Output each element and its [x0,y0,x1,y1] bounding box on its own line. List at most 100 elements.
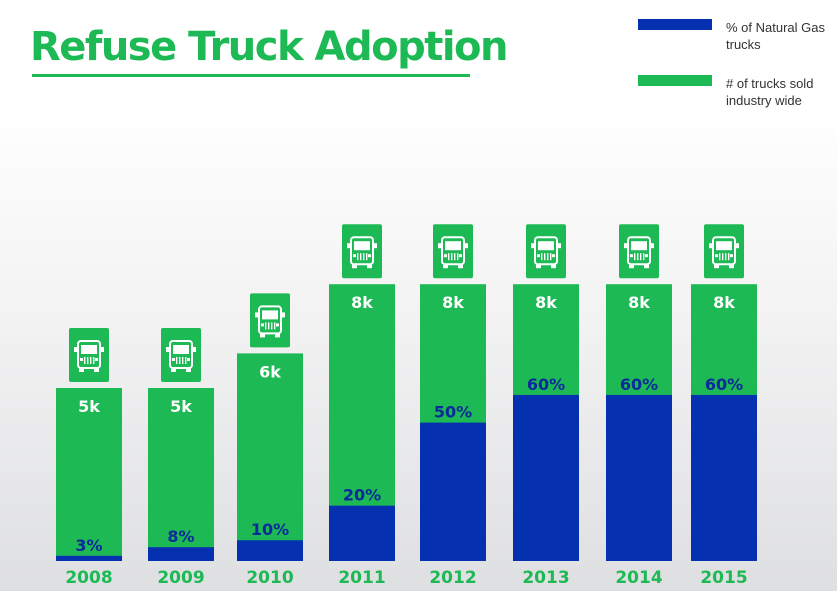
truck-icon-mirror-left-2013 [531,243,534,249]
truck-icon-box-2015 [704,224,744,279]
x-tick-label-2015: 2015 [700,568,747,588]
truck-icon-mirror-right-2011 [374,243,377,249]
truck-icon-mirror-left-2009 [166,347,169,352]
label-trucks-sold-2009: 5k [170,397,192,416]
garbage-truck-icon [161,328,201,382]
bar-natural-gas-2009 [148,547,214,561]
truck-icon-mirror-right-2015 [736,243,739,249]
truck-icon-grille-2009-2 [182,357,184,364]
truck-icon-grille-2009-1 [179,357,181,364]
truck-icon-wheel-right-2009 [186,368,191,372]
bar-natural-gas-2014 [606,394,672,561]
truck-icon-cab-2015 [712,236,736,266]
truck-icon-grille-2011-2 [363,253,365,261]
truck-icon-mirror-left-2012 [438,243,441,249]
x-tick-label-2008: 2008 [65,568,112,588]
bar-natural-gas-2012 [420,422,486,561]
truck-icon-cab-2008 [77,340,101,369]
truck-icon-grille-2014-2 [640,253,642,261]
label-natural-gas-2009: 8% [167,527,194,546]
truck-icon-wheel-left-2011 [352,264,357,269]
truck-icon-light-right-2009 [187,358,190,361]
label-trucks-sold-2010: 6k [259,362,281,381]
truck-icon-grille-2012-1 [451,253,453,261]
truck-icon-light-right-2012 [459,254,462,258]
truck-icon-windshield-2010 [262,310,278,320]
truck-icon-grille-2011-0 [357,253,359,261]
truck-icon-cab-2012 [441,236,465,266]
truck-icon-grille-2012-2 [454,253,456,261]
label-natural-gas-2013: 60% [527,375,565,394]
truck-icon-grille-2011-3 [366,253,368,261]
truck-icon-box-2010 [250,293,290,348]
truck-icon-light-right-2008 [95,358,98,361]
truck-icon-grille-2014-0 [634,253,636,261]
x-tick-label-2014: 2014 [615,568,662,588]
bar-natural-gas-2015 [691,394,757,561]
label-natural-gas-2012: 50% [434,403,472,422]
truck-icon-windshield-2011 [354,241,370,251]
garbage-truck-icon [619,224,659,279]
truck-icon-wheel-right-2012 [458,264,463,269]
label-trucks-sold-2013: 8k [535,293,557,312]
truck-icon-grille-2009-0 [176,357,178,364]
bar-trucks-sold-2010 [237,353,303,561]
truck-icon-grille-2010-2 [271,322,273,330]
x-tick-label-2012: 2012 [429,568,476,588]
truck-icon-wheel-left-2008 [79,368,84,372]
truck-icon-wheel-left-2013 [536,264,541,269]
label-trucks-sold-2012: 8k [442,293,464,312]
bar-trucks-sold-2008 [56,388,122,561]
truck-icon-grille-2012-3 [457,253,459,261]
garbage-truck-icon [433,224,473,279]
truck-icon-grille-2008-0 [84,357,86,364]
truck-icon-windshield-2015 [716,241,732,251]
legend-label-trucks-sold: # of trucks sold industry wide [726,76,814,108]
legend-label-natural-gas: % of Natural Gas trucks [726,20,825,52]
truck-icon-light-right-2010 [276,323,279,327]
truck-icon-cab-2013 [534,236,558,266]
truck-icon-wheel-right-2013 [551,264,556,269]
truck-icon-cab-2014 [627,236,651,266]
truck-icon-light-right-2015 [730,254,733,258]
truck-icon-grille-2008-1 [87,357,89,364]
bar-natural-gas-2013 [513,394,579,561]
truck-icon-mirror-right-2008 [101,347,104,352]
truck-icon-grille-2014-1 [637,253,639,261]
truck-icon-grille-2009-3 [185,357,187,364]
truck-icon-light-left-2008 [80,358,83,361]
garbage-truck-icon [69,328,109,382]
truck-icon-grille-2014-3 [643,253,645,261]
truck-icon-grille-2013-3 [550,253,552,261]
garbage-truck-icon [704,224,744,279]
truck-icon-cab-2011 [350,236,374,266]
truck-icon-grille-2011-1 [360,253,362,261]
truck-icon-mirror-right-2014 [651,243,654,249]
truck-icon-wheel-right-2011 [367,264,372,269]
truck-icon-grille-2015-2 [725,253,727,261]
truck-icon-light-right-2014 [645,254,648,258]
truck-icon-wheel-right-2010 [275,333,280,338]
truck-icon-mirror-right-2009 [193,347,196,352]
truck-icon-light-left-2010 [261,323,264,327]
truck-icon-wheel-left-2012 [443,264,448,269]
label-natural-gas-2015: 60% [705,375,743,394]
truck-icon-grille-2012-0 [448,253,450,261]
truck-icon-box-2013 [526,224,566,279]
truck-icon-grille-2013-1 [544,253,546,261]
label-trucks-sold-2014: 8k [628,293,650,312]
label-natural-gas-2010: 10% [251,520,289,539]
x-tick-label-2011: 2011 [338,568,385,588]
truck-icon-mirror-left-2010 [255,312,258,318]
truck-icon-grille-2015-0 [719,253,721,261]
truck-icon-box-2012 [433,224,473,279]
truck-icon-grille-2013-0 [541,253,543,261]
truck-icon-box-2014 [619,224,659,279]
truck-icon-light-left-2015 [715,254,718,258]
label-trucks-sold-2008: 5k [78,397,100,416]
label-natural-gas-2011: 20% [343,486,381,505]
legend-swatch-trucks-sold [638,75,712,86]
bar-trucks-sold-2009 [148,388,214,561]
truck-icon-light-left-2011 [353,254,356,258]
truck-icon-mirror-left-2011 [347,243,350,249]
